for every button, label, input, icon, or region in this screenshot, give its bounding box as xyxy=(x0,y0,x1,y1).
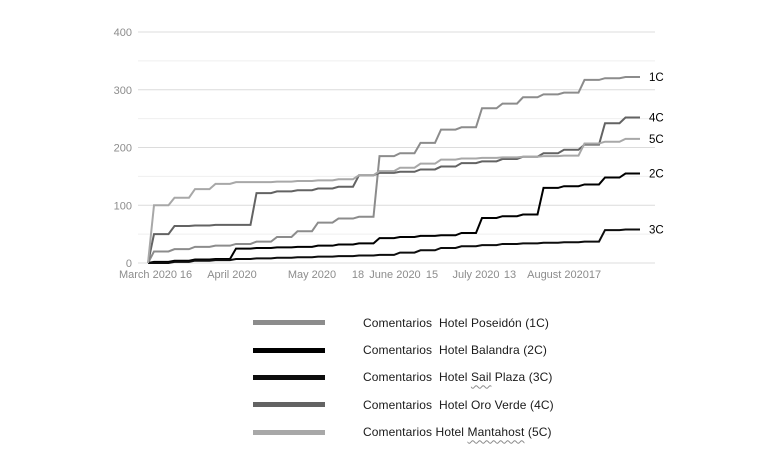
series-line-3c xyxy=(148,228,640,264)
y-axis-tick-label: 200 xyxy=(114,143,132,155)
series-end-label-4c: 4C xyxy=(649,112,664,124)
legend-label-text: Comentarios Hotel Oro Verde (4C) xyxy=(363,397,554,412)
line-chart-container: 0 100 200 300 400 March 2020 16 April 2020 May 2… xyxy=(114,27,664,281)
series-line-5c xyxy=(147,137,640,264)
legend-label-1c: Comentarios Hotel Poseidón (1C) xyxy=(363,316,549,330)
legend-label-text: Plaza (3C) xyxy=(491,370,553,385)
legend-label-text: Comentarios Hotel Balandra (2C) xyxy=(363,343,547,358)
legend-label-text: (5C) xyxy=(524,425,552,440)
series-end-label-3c: 3C xyxy=(649,225,664,237)
legend-label-3c: Comentarios Hotel Sail Plaza (3C) xyxy=(363,370,553,384)
x-axis-tick-label: July 2020 xyxy=(452,269,499,281)
x-axis-tick-label: 18 xyxy=(352,269,364,281)
legend-swatch-5c xyxy=(253,429,325,435)
legend-label-text: Comentarios Hotel xyxy=(363,370,471,385)
legend-label-wavy: Mantahost xyxy=(467,425,525,440)
series-end-label-2c: 2C xyxy=(649,168,664,180)
x-axis-tick-label: May 2020 xyxy=(288,269,336,281)
legend-label-text: Comentarios Hotel xyxy=(363,425,468,440)
legend-item-sail-plaza: Comentarios Hotel Sail Plaza (3C) xyxy=(253,364,554,391)
legend-item-balandra: Comentarios Hotel Balandra (2C) xyxy=(253,336,554,363)
x-axis-tick-label: March 2020 xyxy=(119,269,177,281)
legend-swatch-1c xyxy=(253,320,325,326)
series-end-label-1c: 1C xyxy=(649,72,664,84)
legend-item-poseidon: Comentarios Hotel Poseidón (1C) xyxy=(253,309,554,336)
x-axis-tick-label: 17 xyxy=(589,269,601,281)
legend-swatch-3c xyxy=(253,374,325,380)
x-axis-tick-label: August 2020 xyxy=(527,269,589,281)
x-axis-tick-label: 15 xyxy=(426,269,438,281)
series-line-2c xyxy=(147,172,640,264)
legend-label-4c: Comentarios Hotel Oro Verde (4C) xyxy=(363,398,554,412)
legend-label-text: Comentarios Hotel Poseidón (1C) xyxy=(363,315,549,330)
legend-item-mantahost: Comentarios Hotel Mantahost (5C) xyxy=(253,419,554,446)
legend-swatch-2c xyxy=(253,347,325,353)
y-axis-tick-label: 300 xyxy=(114,85,132,97)
legend-label-2c: Comentarios Hotel Balandra (2C) xyxy=(363,343,547,357)
x-axis-tick-label: April 2020 xyxy=(207,269,257,281)
series-line-1c xyxy=(147,76,640,264)
x-axis-tick-label: 13 xyxy=(504,269,516,281)
legend-item-oro-verde: Comentarios Hotel Oro Verde (4C) xyxy=(253,391,554,418)
x-axis-tick-label: June 2020 xyxy=(369,269,420,281)
chart-legend: Comentarios Hotel Poseidón (1C) Comentar… xyxy=(253,309,554,446)
legend-label-5c: Comentarios Hotel Mantahost (5C) xyxy=(363,425,552,439)
y-axis-tick-label: 400 xyxy=(114,27,132,39)
line-chart: 0 100 200 300 400 March 2020 16 April 2020 May 2… xyxy=(114,27,664,281)
x-axis-tick-label: 16 xyxy=(180,269,192,281)
series-end-label-5c: 5C xyxy=(649,134,664,146)
series-line-4c xyxy=(147,116,640,264)
y-axis-tick-label: 100 xyxy=(114,200,132,212)
legend-swatch-4c xyxy=(253,402,325,408)
y-axis-tick-label: 0 xyxy=(126,258,132,270)
legend-label-wavy: Sail xyxy=(470,370,492,385)
